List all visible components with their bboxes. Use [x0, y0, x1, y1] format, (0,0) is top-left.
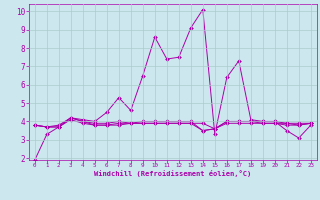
X-axis label: Windchill (Refroidissement éolien,°C): Windchill (Refroidissement éolien,°C)	[94, 170, 252, 177]
